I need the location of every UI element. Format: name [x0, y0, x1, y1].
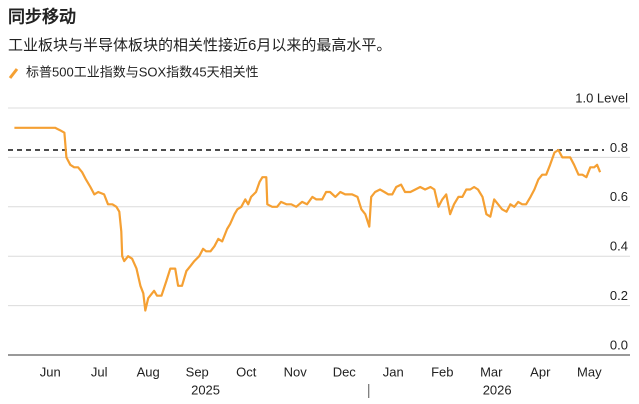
x-tick-label: Feb — [431, 364, 453, 379]
chart-subtitle: 工业板块与半导体板块的相关性接近6月以来的最高水平。 — [8, 36, 391, 54]
x-tick-label: Dec — [333, 364, 357, 379]
y-tick-label: 0.0 — [610, 337, 628, 352]
x-tick-label: Jun — [40, 364, 61, 379]
x-tick-label: Jul — [91, 364, 108, 379]
y-tick-label: 0.2 — [610, 288, 628, 303]
x-tick-label: Aug — [137, 364, 160, 379]
legend-label: 标普500工业指数与SOX指数45天相关性 — [26, 64, 259, 79]
x-tick-label: Apr — [530, 364, 551, 379]
y-tick-label: 1.0 Level — [575, 90, 628, 105]
data-line — [14, 126, 602, 312]
y-tick-label: 0.6 — [610, 189, 628, 204]
x-tick-label: Oct — [236, 364, 257, 379]
y-tick-label: 0.8 — [610, 140, 628, 155]
year-label: 2026 — [483, 382, 512, 397]
x-tick-label: Nov — [284, 364, 308, 379]
legend-swatch — [8, 68, 19, 79]
x-tick-label: May — [577, 364, 602, 379]
year-label: 2025 — [191, 382, 220, 397]
chart-title: 同步移动 — [8, 6, 76, 26]
x-tick-label: Jan — [383, 364, 404, 379]
x-tick-label: Mar — [480, 364, 503, 379]
x-tick-label: Sep — [186, 364, 209, 379]
y-tick-label: 0.4 — [610, 239, 628, 254]
